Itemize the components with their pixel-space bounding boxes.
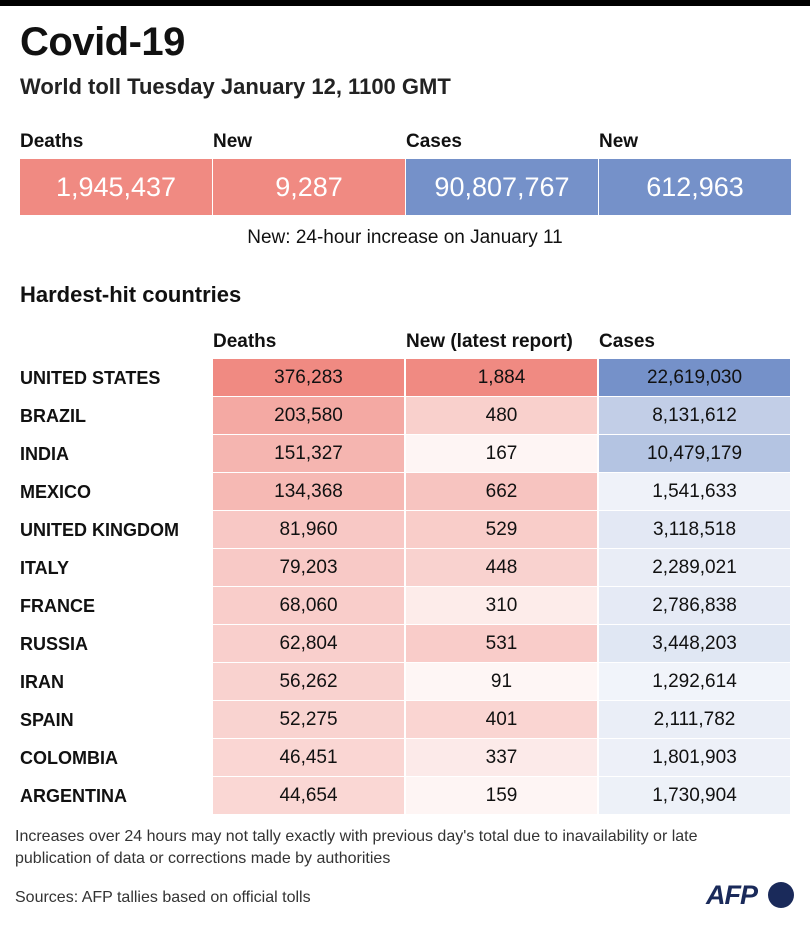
summary-value: 90,807,767 xyxy=(406,159,598,215)
column-header: New (latest report) xyxy=(406,331,573,352)
cell-deaths: 46,451 xyxy=(213,739,404,776)
summary-label: New xyxy=(213,131,253,152)
cell-cases: 3,448,203 xyxy=(599,625,790,662)
summary-label: Deaths xyxy=(20,131,84,152)
cell-new: 529 xyxy=(406,511,597,548)
country-name: SPAIN xyxy=(20,709,74,730)
cell-deaths: 376,283 xyxy=(213,359,404,396)
cell-new: 159 xyxy=(406,777,597,814)
top-rule xyxy=(0,0,810,6)
source-note: Sources: AFP tallies based on official t… xyxy=(15,889,311,906)
cell-new: 448 xyxy=(406,549,597,586)
page-title: Covid-19 xyxy=(20,20,185,64)
section-title: Hardest-hit countries xyxy=(20,282,242,307)
cell-cases: 3,118,518 xyxy=(599,511,790,548)
cell-cases: 1,292,614 xyxy=(599,663,790,700)
cell-cases: 1,730,904 xyxy=(599,777,790,814)
afp-logo-mark xyxy=(768,882,794,908)
cell-new: 480 xyxy=(406,397,597,434)
summary-label: New xyxy=(599,131,639,152)
cell-cases: 2,111,782 xyxy=(599,701,790,738)
country-name: UNITED KINGDOM xyxy=(20,519,179,540)
country-name: FRANCE xyxy=(20,595,95,616)
country-name: ARGENTINA xyxy=(20,785,127,806)
cell-new: 401 xyxy=(406,701,597,738)
cell-new: 662 xyxy=(406,473,597,510)
cell-deaths: 52,275 xyxy=(213,701,404,738)
cell-deaths: 134,368 xyxy=(213,473,404,510)
summary-note: New: 24-hour increase on January 11 xyxy=(247,227,563,248)
page-subtitle: World toll Tuesday January 12, 1100 GMT xyxy=(20,74,451,99)
summary-value: 1,945,437 xyxy=(20,159,212,215)
cell-deaths: 151,327 xyxy=(213,435,404,472)
cell-new: 91 xyxy=(406,663,597,700)
cell-deaths: 203,580 xyxy=(213,397,404,434)
cell-deaths: 44,654 xyxy=(213,777,404,814)
cell-new: 337 xyxy=(406,739,597,776)
cell-new: 1,884 xyxy=(406,359,597,396)
country-name: BRAZIL xyxy=(20,405,86,426)
summary-value: 9,287 xyxy=(213,159,405,215)
cell-new: 310 xyxy=(406,587,597,624)
cell-deaths: 62,804 xyxy=(213,625,404,662)
country-name: RUSSIA xyxy=(20,633,89,654)
column-header: Deaths xyxy=(213,331,277,352)
cell-cases: 2,786,838 xyxy=(599,587,790,624)
cell-deaths: 56,262 xyxy=(213,663,404,700)
cell-cases: 22,619,030 xyxy=(599,359,790,396)
cell-cases: 1,801,903 xyxy=(599,739,790,776)
footnote: Increases over 24 hours may not tally ex… xyxy=(15,828,698,867)
afp-logo: AFP xyxy=(706,880,758,910)
country-name: ITALY xyxy=(20,557,70,578)
cell-cases: 10,479,179 xyxy=(599,435,790,472)
summary-value: 612,963 xyxy=(599,159,791,215)
cell-cases: 8,131,612 xyxy=(599,397,790,434)
cell-cases: 1,541,633 xyxy=(599,473,790,510)
cell-new: 167 xyxy=(406,435,597,472)
cell-deaths: 81,960 xyxy=(213,511,404,548)
country-name: UNITED STATES xyxy=(20,367,161,388)
country-name: IRAN xyxy=(20,671,64,692)
country-name: COLOMBIA xyxy=(20,747,118,768)
summary-label: Cases xyxy=(406,131,462,152)
cell-new: 531 xyxy=(406,625,597,662)
cell-deaths: 79,203 xyxy=(213,549,404,586)
country-name: MEXICO xyxy=(20,481,92,502)
column-header: Cases xyxy=(599,331,655,352)
cell-deaths: 68,060 xyxy=(213,587,404,624)
country-name: INDIA xyxy=(20,443,69,464)
cell-cases: 2,289,021 xyxy=(599,549,790,586)
